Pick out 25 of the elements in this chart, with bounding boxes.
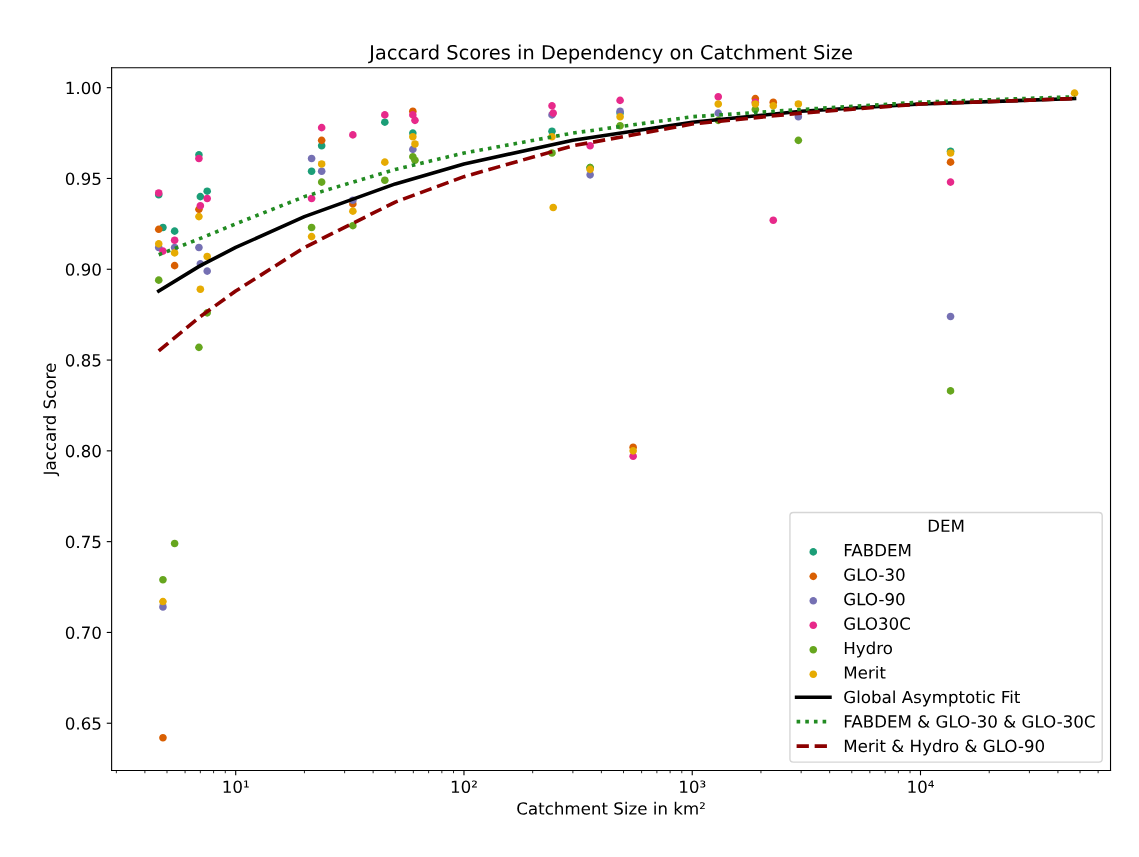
legend-title: DEM	[928, 519, 964, 532]
y-tick-label: 0.95	[65, 172, 101, 186]
legend-label: FABDEM & GLO-30 & GLO-30C	[844, 715, 1095, 728]
legend-label: GLO-30	[844, 568, 905, 581]
y-axis-title: Jaccard Score	[43, 363, 60, 477]
y-tick-label: 0.80	[65, 444, 101, 458]
chart-title: Jaccard Scores in Dependency on Catchment Size	[368, 44, 852, 64]
legend-label: Merit	[844, 665, 886, 679]
y-tick-label: 0.75	[65, 535, 101, 549]
y-tick-label: 0.90	[65, 263, 101, 276]
legend-label: Global Asymptotic Fit	[844, 690, 1020, 707]
legend-label: Merit & Hydro & GLO-90	[844, 739, 1045, 756]
x-axis-title: Catchment Size in km²	[517, 801, 705, 815]
x-tick-label: 10¹	[223, 780, 249, 794]
legend-label: FABDEM	[844, 544, 911, 557]
legend-label: Hydro	[844, 641, 893, 658]
legend-label: GLO-90	[844, 592, 905, 606]
x-tick-label: 10²	[451, 780, 477, 794]
y-tick-label: 0.85	[65, 354, 101, 367]
legend-label: GLO30C	[844, 617, 910, 630]
y-tick-label: 0.70	[65, 626, 101, 640]
y-tick-label: 1.00	[66, 81, 101, 95]
x-tick-label: 10⁴	[908, 780, 934, 794]
y-tick-label: 0.65	[65, 717, 101, 730]
x-tick-label: 10³	[680, 780, 706, 794]
